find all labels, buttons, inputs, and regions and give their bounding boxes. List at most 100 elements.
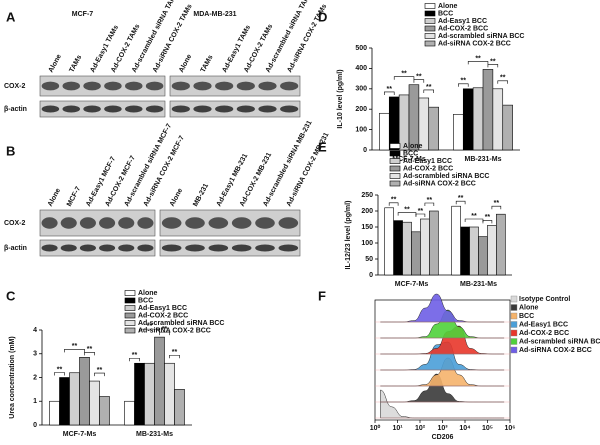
legend-swatch	[510, 295, 518, 303]
legend-swatch	[124, 305, 136, 311]
bar	[164, 362, 175, 426]
blot-band	[236, 81, 255, 91]
panel-label: D	[318, 9, 327, 24]
x-tick-label: 10²	[415, 425, 426, 432]
row-label: COX-2	[4, 220, 26, 227]
significance-bracket	[413, 79, 425, 83]
y-tick-label: 0	[363, 147, 367, 154]
legend-swatch	[510, 304, 518, 311]
bar	[69, 372, 80, 426]
histogram	[380, 293, 505, 323]
significance-label: **	[162, 326, 168, 333]
blot-band	[258, 105, 277, 113]
lane-label: Alone	[48, 53, 63, 74]
lane-label: TAMs	[68, 54, 83, 74]
bar	[428, 106, 439, 151]
blot-band	[41, 244, 58, 252]
y-tick-label: 0	[369, 272, 373, 279]
significance-bracket	[169, 354, 180, 359]
blot-band	[137, 244, 154, 252]
blot-band	[255, 217, 275, 229]
legend-label: BCC	[403, 150, 418, 157]
bar	[174, 389, 185, 426]
legend-label: Ad-Easy1 BCC	[403, 158, 452, 165]
legend-swatch	[424, 3, 436, 9]
lane-label: Alone	[47, 187, 62, 208]
legend-swatch	[124, 320, 136, 326]
significance-label: **	[485, 214, 491, 221]
legend-label: Ad-Easy1 BCC	[138, 305, 187, 312]
blot-band	[62, 81, 80, 91]
significance-label: **	[426, 84, 432, 91]
bar	[496, 213, 506, 276]
significance-label: **	[387, 86, 393, 93]
legend-label: BCC	[138, 297, 153, 304]
lane-label: MCF-7	[66, 186, 82, 208]
significance-bracket	[393, 76, 415, 80]
x-tick-label: MCF-7-Ms	[63, 431, 97, 438]
y-tick-label: 50	[365, 256, 373, 263]
significance-bracket	[487, 64, 499, 68]
x-tick-label: MB-231-Ms	[136, 431, 173, 438]
blot-band	[104, 105, 122, 113]
y-tick-label: 100	[361, 240, 373, 247]
blot-band	[145, 81, 164, 91]
significance-bracket	[84, 352, 95, 356]
x-tick-label: MB-231-Ms	[465, 156, 502, 163]
legend-swatch	[510, 338, 518, 345]
bar	[384, 207, 394, 276]
blot-band	[145, 105, 164, 113]
blot-strip	[159, 239, 301, 257]
bar	[462, 88, 474, 151]
legend-swatch	[389, 173, 401, 179]
legend-swatch	[389, 180, 401, 187]
y-tick-label: 150	[361, 224, 373, 231]
y-tick-label: 4	[33, 327, 37, 334]
blot-band	[83, 105, 101, 113]
bar	[492, 88, 504, 151]
group-title: MDA-MB-231	[193, 11, 236, 18]
significance-bracket	[458, 83, 469, 87]
y-tick-label: 200	[361, 208, 373, 215]
blot-band	[231, 244, 252, 252]
bar	[429, 210, 439, 276]
blot-band	[231, 217, 252, 229]
blot-band	[185, 244, 205, 252]
legend-label: Ad-scrambled siRNA BCC	[519, 338, 600, 345]
blot-strip	[39, 75, 166, 97]
legend-swatch	[424, 18, 436, 24]
significance-bracket	[424, 202, 435, 206]
significance-label: **	[490, 58, 496, 65]
blot-strip	[39, 239, 156, 257]
significance-label: **	[500, 75, 506, 82]
significance-bracket	[384, 91, 395, 95]
significance-bracket	[415, 213, 426, 217]
bar	[482, 69, 494, 151]
significance-bracket	[129, 357, 140, 362]
legend-swatch	[124, 312, 136, 319]
legend-swatch	[510, 329, 518, 337]
row-label: β-actin	[4, 106, 27, 113]
legend-swatch	[389, 143, 401, 149]
blot-band	[60, 244, 77, 252]
x-tick-label: MCF-7-Ms	[395, 281, 429, 288]
blot-band	[278, 217, 299, 229]
y-tick-label: 400	[355, 65, 367, 72]
bar	[478, 236, 488, 276]
row-label: COX-2	[4, 83, 26, 90]
bar	[49, 400, 60, 426]
bar	[154, 336, 165, 426]
y-tick-label: 300	[355, 86, 367, 93]
blot-band	[171, 81, 190, 91]
blot-band	[118, 244, 135, 252]
x-tick-label: 10⁵	[482, 425, 493, 432]
blot-band	[118, 217, 135, 229]
significance-label: **	[172, 349, 178, 356]
significance-label: **	[475, 55, 481, 62]
panel-label: F	[318, 288, 326, 303]
legend-label: Isotype Control	[519, 296, 570, 303]
significance-label: **	[471, 213, 477, 220]
significance-bracket	[491, 205, 502, 210]
legend-swatch	[510, 312, 518, 320]
y-tick-label: 1	[33, 398, 37, 405]
